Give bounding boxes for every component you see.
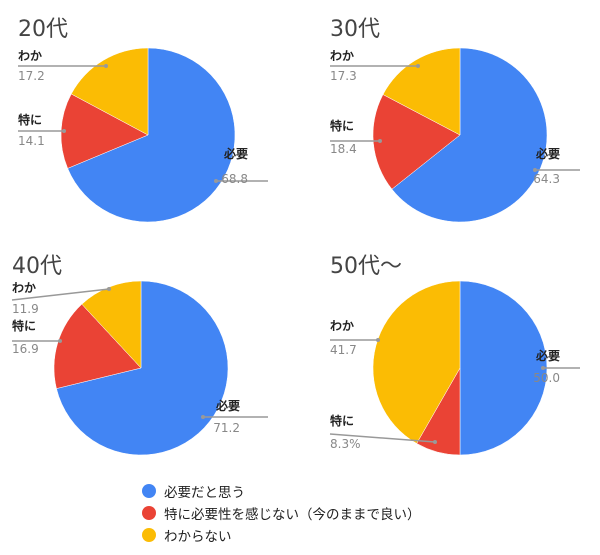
pie-slice-20s-need <box>67 47 236 223</box>
leader-line-40s-unknown <box>11 288 110 301</box>
slice-label-30s-not-need: 特に <box>330 118 354 133</box>
slice-label-50s-plus-unknown: わか <box>330 319 354 333</box>
chart-title-30s: 30代 <box>330 17 380 42</box>
legend: 必要だと思う 特に必要性を感じない（今のままで良い） わからない <box>142 480 421 546</box>
leader-dot-40s-need <box>201 415 205 419</box>
slice-label-40s-not-need: 特に <box>12 318 36 333</box>
legend-swatch-need <box>142 484 156 498</box>
chart-title-50s-plus: 50代〜 <box>330 254 402 279</box>
slice-label-50s-plus-need: 必要 <box>535 348 560 363</box>
slice-value-50s-plus-need: 50.0 <box>533 371 560 385</box>
legend-label-unknown: わからない <box>164 529 232 545</box>
slice-label-40s-unknown: わか <box>12 281 36 295</box>
leader-dot-50s-plus-not-need <box>433 440 437 444</box>
legend-item-unknown: わからない <box>142 524 421 546</box>
slice-label-50s-plus-not-need: 特に <box>330 413 354 428</box>
slice-label-20s-need: 必要 <box>223 146 248 161</box>
slice-value-40s-need: 71.2 <box>213 421 240 435</box>
pie-slice-40s-not-need <box>53 303 142 389</box>
leader-dot-20s-unknown <box>104 64 108 68</box>
slice-label-20s-not-need: 特に <box>18 112 42 127</box>
slice-label-40s-need: 必要 <box>215 398 240 413</box>
leader-dot-30s-not-need <box>378 139 382 143</box>
legend-item-not-need: 特に必要性を感じない（今のままで良い） <box>142 502 421 524</box>
slice-value-20s-need: 68.8 <box>221 172 248 186</box>
slice-value-20s-unknown: 17.2 <box>18 69 45 83</box>
legend-swatch-unknown <box>142 528 156 542</box>
legend-item-need: 必要だと思う <box>142 480 421 502</box>
legend-label-need: 必要だと思う <box>164 485 245 501</box>
pie-slice-20s-unknown <box>70 47 149 136</box>
slice-value-50s-plus-not-need: 8.3% <box>330 437 361 451</box>
pie-slice-50s-plus-need <box>459 280 548 456</box>
legend-swatch-not-need <box>142 506 156 520</box>
slice-value-30s-not-need: 18.4 <box>330 142 357 156</box>
leader-dot-40s-unknown <box>107 287 111 291</box>
leader-dot-40s-not-need <box>58 339 62 343</box>
leader-dot-30s-unknown <box>416 64 420 68</box>
leader-dot-50s-plus-need <box>541 366 545 370</box>
leader-dot-20s-need <box>214 179 218 183</box>
slice-label-30s-need: 必要 <box>535 146 560 161</box>
chart-title-20s: 20代 <box>18 17 68 42</box>
slice-value-30s-unknown: 17.3 <box>330 69 357 83</box>
leader-dot-50s-plus-unknown <box>376 338 380 342</box>
slice-value-40s-not-need: 16.9 <box>12 342 39 356</box>
chart-title-40s: 40代 <box>12 254 62 279</box>
pie-slice-50s-plus-unknown <box>372 280 461 444</box>
pie-slice-30s-need <box>391 47 548 223</box>
slice-value-20s-not-need: 14.1 <box>18 134 45 148</box>
slice-value-40s-unknown: 11.9 <box>12 302 39 316</box>
slice-label-20s-unknown: わか <box>18 49 42 63</box>
leader-dot-20s-not-need <box>62 129 66 133</box>
slice-label-30s-unknown: わか <box>330 49 354 63</box>
pie-slice-30s-not-need <box>372 94 461 190</box>
slice-value-50s-plus-unknown: 41.7 <box>330 343 357 357</box>
leader-line-50s-plus-not-need <box>329 433 436 443</box>
pie-slice-40s-need <box>56 280 229 456</box>
slice-value-30s-need: 64.3 <box>533 172 560 186</box>
pie-slice-30s-unknown <box>382 47 461 136</box>
legend-label-not-need: 特に必要性を感じない（今のままで良い） <box>164 507 421 523</box>
leader-dot-30s-need <box>533 168 537 172</box>
pie-chart-50s-plus: 50代〜必要 50.0 特に 8.3% わか 41.7 <box>329 254 580 456</box>
